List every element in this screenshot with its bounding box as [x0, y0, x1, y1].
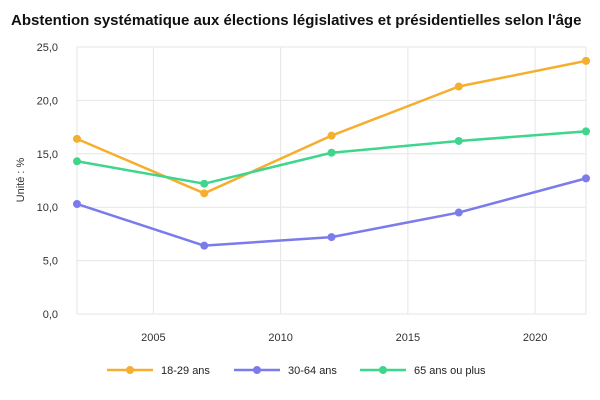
data-point [582, 127, 590, 136]
x-tick-label: 2015 [396, 332, 420, 344]
data-point [73, 157, 81, 166]
y-axis-label: Unité : % [15, 157, 27, 202]
chart-title: Abstention systématique aux élections lé… [11, 12, 582, 29]
y-tick-label: 15,0 [37, 149, 58, 161]
x-tick-label: 2005 [141, 332, 165, 344]
data-point [327, 148, 336, 157]
data-point [327, 233, 336, 242]
y-tick-label: 0,0 [43, 309, 58, 321]
grid-lines [76, 46, 587, 315]
data-point [454, 82, 463, 91]
data-point [200, 241, 209, 250]
x-tick-labels: 2005 2010 2015 2020 [141, 332, 547, 344]
legend-label: 18-29 ans [161, 365, 210, 377]
y-tick-label: 10,0 [37, 202, 58, 214]
y-tick-label: 25,0 [37, 42, 58, 54]
data-point [73, 199, 81, 208]
legend-label: 30-64 ans [288, 365, 337, 377]
legend: 18-29 ans 30-64 ans 65 ans ou plus [107, 365, 486, 377]
legend-marker [253, 366, 261, 374]
legend-marker [379, 366, 387, 374]
data-point [454, 208, 463, 217]
series-group [73, 56, 590, 250]
x-tick-label: 2010 [268, 332, 292, 344]
y-tick-label: 5,0 [43, 256, 58, 268]
legend-marker [126, 366, 134, 374]
data-point [73, 134, 81, 143]
data-point [582, 56, 590, 65]
y-tick-label: 20,0 [37, 95, 58, 107]
data-point [200, 179, 209, 188]
data-point [582, 174, 590, 183]
y-tick-labels: 0,0 5,0 10,0 15,0 20,0 25,0 [37, 42, 58, 321]
legend-label: 65 ans ou plus [414, 365, 486, 377]
data-point [327, 131, 336, 140]
data-point [200, 189, 209, 198]
x-tick-label: 2020 [523, 332, 547, 344]
data-point [454, 136, 463, 145]
